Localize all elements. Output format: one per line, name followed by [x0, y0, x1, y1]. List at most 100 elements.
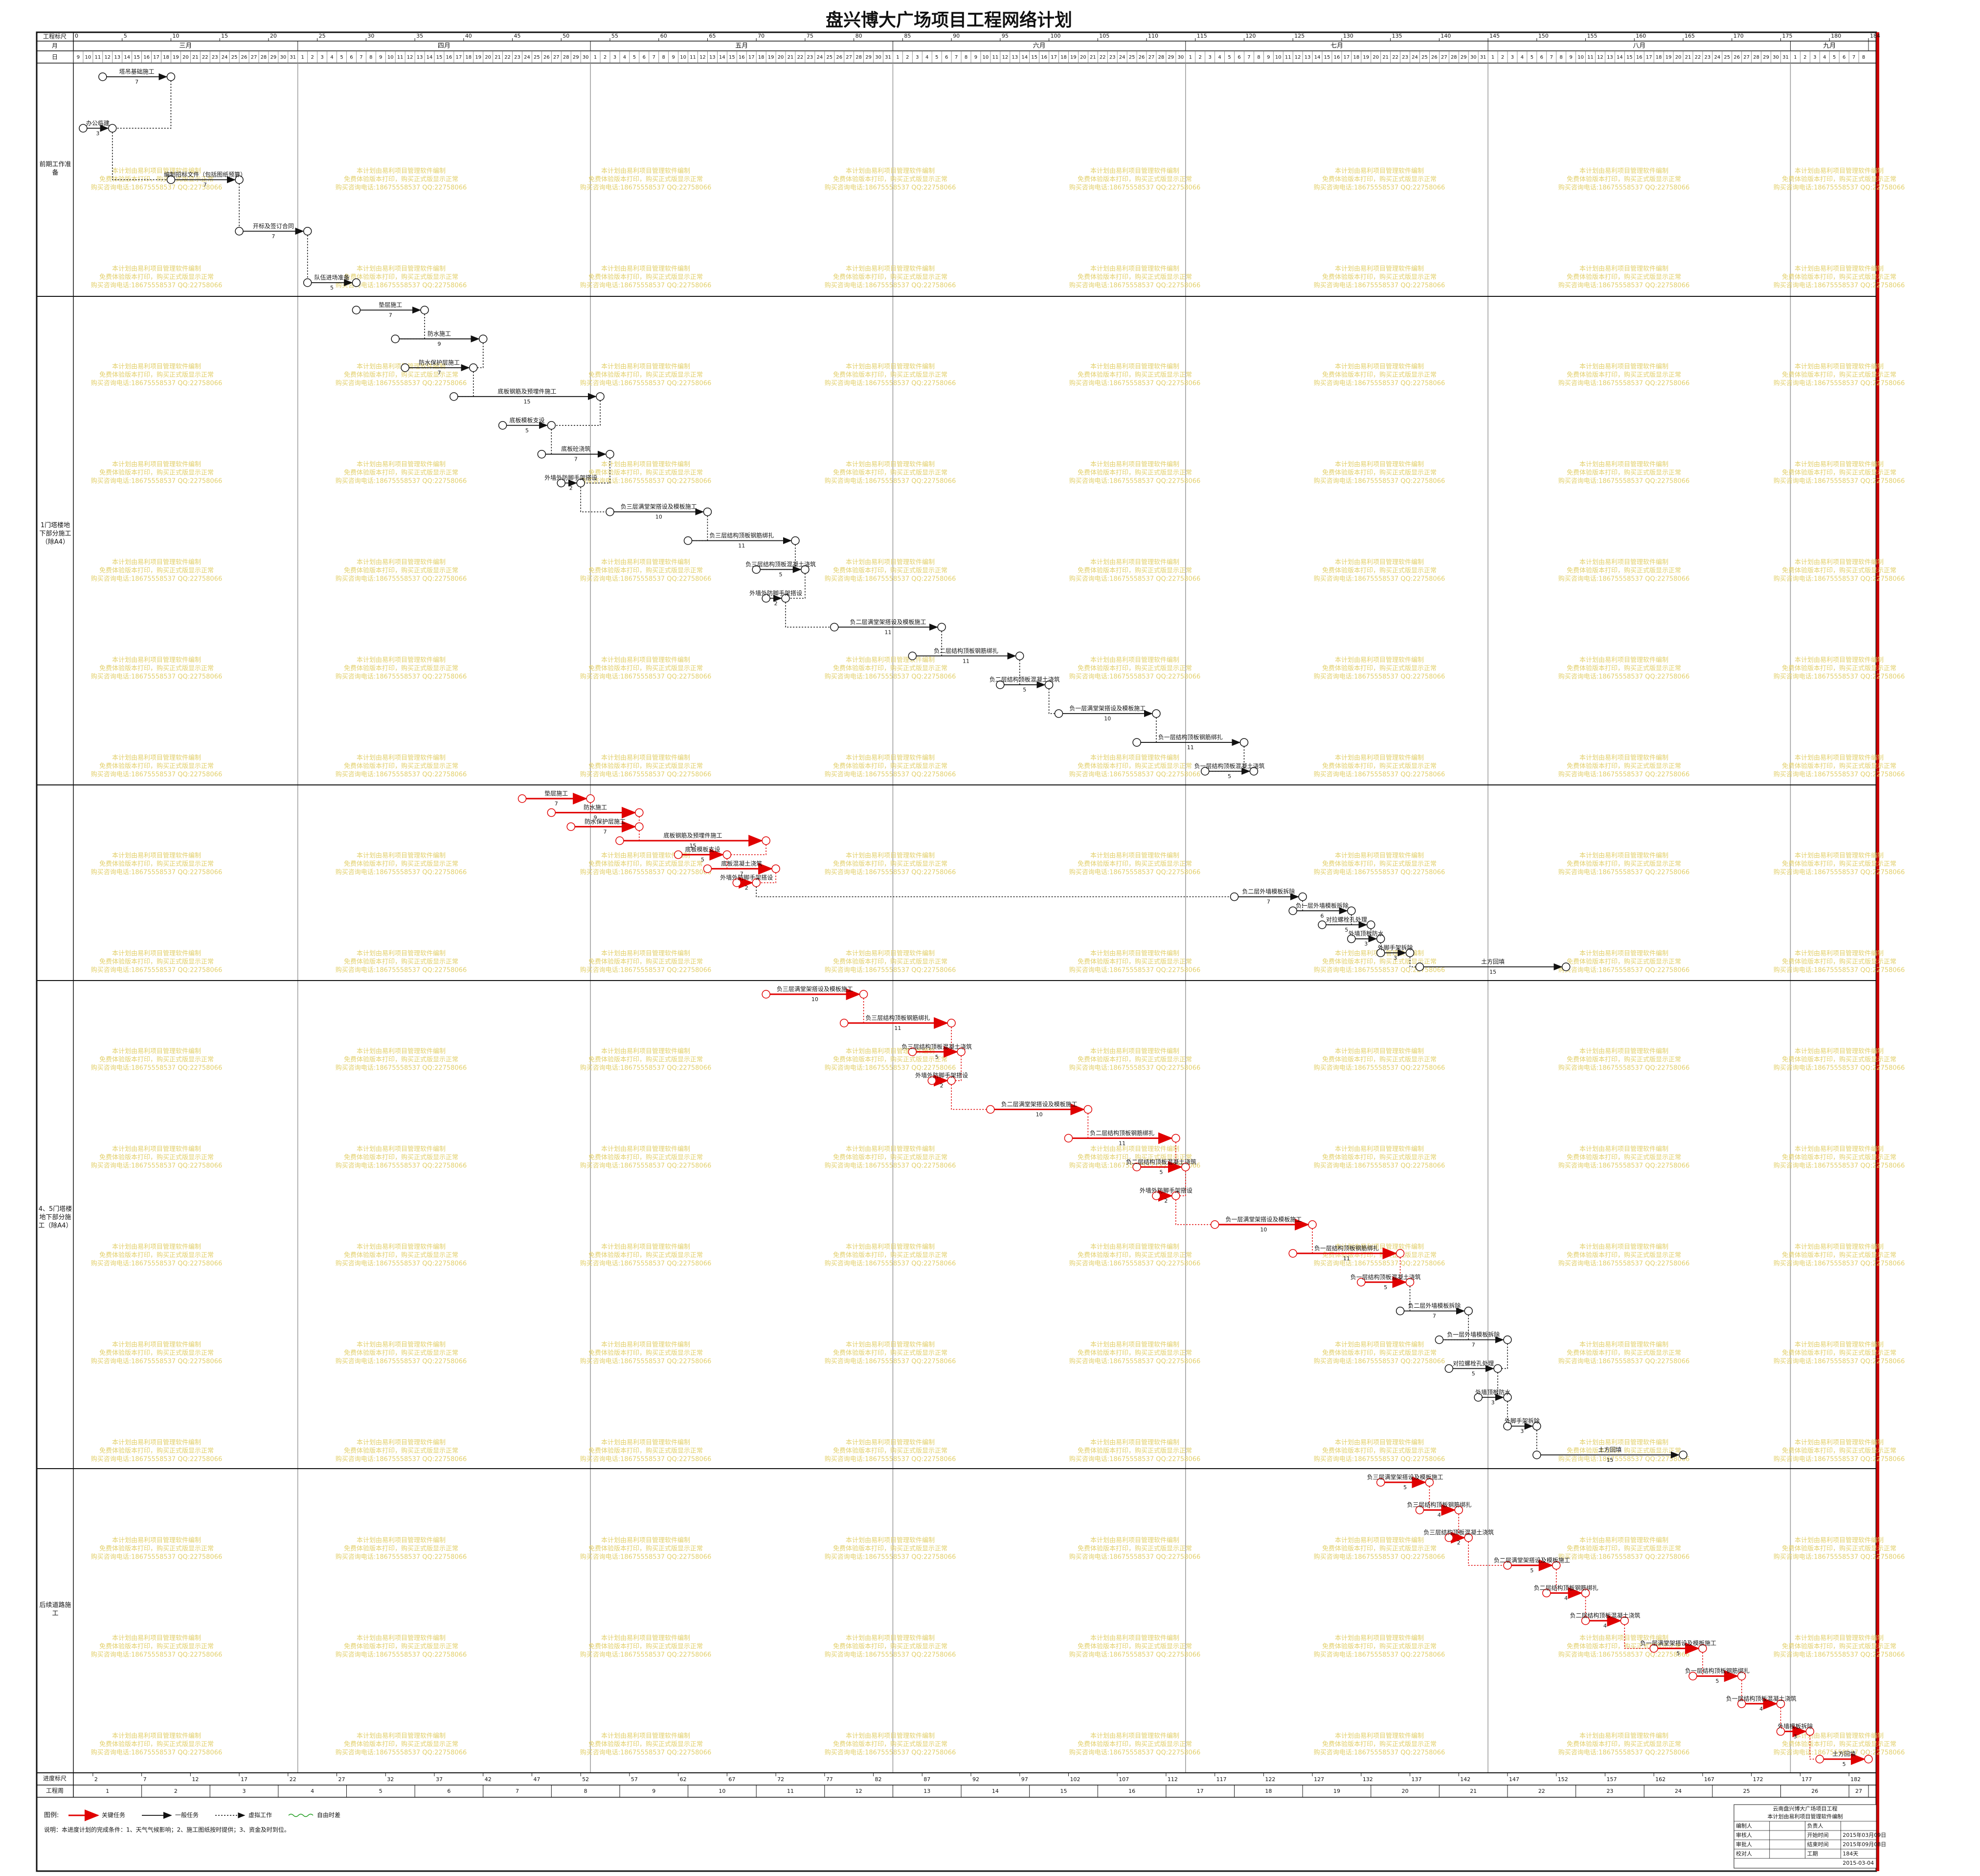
progress-tick-label: 2	[94, 1776, 98, 1783]
ruler-tick-label: 60	[660, 33, 667, 39]
event-node	[1581, 1616, 1590, 1625]
task-name: 土方回填	[1832, 1750, 1856, 1758]
task-duration: 7	[1472, 1342, 1475, 1348]
task-name: 对拉螺栓孔处理	[1326, 916, 1367, 923]
week-label: 2	[174, 1788, 178, 1794]
day-label: 1	[1491, 55, 1494, 60]
task-duration: 5	[935, 1054, 939, 1060]
watermark: 购买咨询电话:18675558537 QQ:22758066	[1069, 184, 1201, 192]
week-label: 23	[1606, 1788, 1613, 1794]
watermark: 购买咨询电话:18675558537 QQ:22758066	[1774, 282, 1905, 290]
day-label: 17	[1344, 55, 1350, 60]
watermark: 免费体验版本打印，购买正式版显示正常	[99, 273, 214, 281]
task-duration: 7	[389, 312, 392, 318]
watermark: 本计划由易利项目管理软件编制	[1090, 657, 1179, 664]
watermark: 免费体验版本打印，购买正式版显示正常	[833, 958, 947, 966]
watermark: 购买咨询电话:18675558537 QQ:22758066	[825, 1651, 956, 1659]
task-duration: 11	[1187, 744, 1194, 751]
task-name: 外墙外防脚手架搭设	[915, 1072, 968, 1079]
task-name: 负一层结构顶板钢筋绑扎	[1685, 1667, 1750, 1675]
watermark: 本计划由易利项目管理软件编制	[112, 1146, 201, 1153]
day-label: 31	[290, 55, 296, 60]
ruler-tick-label: 145	[1489, 33, 1500, 39]
watermark: 本计划由易利项目管理软件编制	[1090, 755, 1179, 762]
watermark: 免费体验版本打印，购买正式版显示正常	[833, 1154, 947, 1161]
task-name: 负二层满堂架搭设及模板施工	[1001, 1101, 1078, 1108]
event-node	[1210, 1220, 1219, 1229]
day-label: 20	[1372, 55, 1379, 60]
watermark: 购买咨询电话:18675558537 QQ:22758066	[580, 966, 712, 974]
day-label: 9	[672, 55, 675, 60]
task-name: 负二层满堂架搭设及模板施工	[850, 619, 926, 625]
day-label: 30	[1470, 55, 1477, 60]
watermark: 免费体验版本打印，购买正式版显示正常	[99, 860, 214, 868]
watermark: 本计划由易利项目管理软件编制	[1579, 559, 1668, 566]
event-node	[352, 306, 361, 314]
watermark: 免费体验版本打印，购买正式版显示正常	[1782, 567, 1896, 575]
watermark: 免费体验版本打印，购买正式版显示正常	[833, 1447, 947, 1455]
watermark: 免费体验版本打印，购买正式版显示正常	[1322, 371, 1437, 379]
day-label: 5	[1228, 55, 1231, 60]
watermark: 本计划由易利项目管理软件编制	[1090, 1537, 1179, 1544]
event-node	[1395, 1249, 1405, 1258]
watermark: 本计划由易利项目管理软件编制	[846, 1635, 935, 1642]
watermark: 本计划由易利项目管理软件编制	[846, 1733, 935, 1740]
watermark: 免费体验版本打印，购买正式版显示正常	[99, 1349, 214, 1357]
event-node	[762, 836, 770, 845]
watermark: 免费体验版本打印，购买正式版显示正常	[344, 176, 458, 183]
event-node	[1308, 1220, 1317, 1229]
day-label: 5	[935, 55, 938, 60]
watermark: 免费体验版本打印，购买正式版显示正常	[1078, 1154, 1192, 1161]
watermark: 本计划由易利项目管理软件编制	[1579, 1733, 1668, 1740]
watermark: 本计划由易利项目管理软件编制	[1795, 1439, 1884, 1447]
watermark: 本计划由易利项目管理软件编制	[601, 1244, 690, 1251]
watermark: 购买咨询电话:18675558537 QQ:22758066	[1314, 1162, 1445, 1170]
task-name: 防水保护层施工	[585, 818, 626, 825]
day-label: 1	[896, 55, 899, 60]
day-label: 4	[1521, 55, 1524, 60]
watermark: 免费体验版本打印，购买正式版显示正常	[1567, 762, 1681, 770]
ruler-tick-label: 95	[1002, 33, 1009, 39]
watermark: 购买咨询电话:18675558537 QQ:22758066	[91, 1064, 223, 1072]
watermark: 免费体验版本打印，购买正式版显示正常	[833, 1251, 947, 1259]
event-node	[547, 808, 556, 817]
watermark: 免费体验版本打印，购买正式版显示正常	[1078, 1349, 1192, 1357]
day-label: 17	[455, 55, 462, 60]
day-label: 24	[222, 55, 228, 60]
watermark: 免费体验版本打印，购买正式版显示正常	[588, 469, 703, 477]
lane-label-box: 4、5门塔楼地下部分施工（除A4）	[38, 1206, 72, 1229]
progress-tick-label: 12	[192, 1776, 199, 1783]
task-duration: 7	[555, 801, 558, 807]
week-label: 12	[855, 1788, 862, 1794]
task-duration: 5	[525, 427, 529, 434]
watermark: 本计划由易利项目管理软件编制	[357, 559, 446, 566]
day-label: 15	[436, 55, 443, 60]
task-name: 负二层结构顶板混凝土浇筑	[990, 676, 1060, 683]
watermark: 本计划由易利项目管理软件编制	[846, 1146, 935, 1153]
ruler-tick-label: 175	[1782, 33, 1792, 39]
watermark: 购买咨询电话:18675558537 QQ:22758066	[336, 282, 467, 290]
day-label: 20	[1080, 55, 1086, 60]
event-node	[1015, 651, 1024, 660]
watermark: 本计划由易利项目管理软件编制	[1579, 363, 1668, 371]
event-node	[1347, 934, 1356, 943]
watermark: 购买咨询电话:18675558537 QQ:22758066	[336, 380, 467, 387]
task-name: 负一层外墙模板拆除	[1447, 1331, 1500, 1338]
watermark: 购买咨询电话:18675558537 QQ:22758066	[91, 575, 223, 583]
task-duration: 5	[1023, 687, 1026, 693]
day-label: 22	[1100, 55, 1106, 60]
watermark: 本计划由易利项目管理软件编制	[1090, 1048, 1179, 1055]
task-name: 底板砼浇筑	[561, 445, 590, 452]
watermark: 购买咨询电话:18675558537 QQ:22758066	[336, 477, 467, 485]
watermark: 购买咨询电话:18675558537 QQ:22758066	[336, 1064, 467, 1072]
watermark: 免费体验版本打印，购买正式版显示正常	[833, 1545, 947, 1553]
task-name: 负三层满堂架搭设及模板施工	[1367, 1474, 1443, 1481]
watermark: 购买咨询电话:18675558537 QQ:22758066	[1774, 1162, 1905, 1170]
watermark: 免费体验版本打印，购买正式版显示正常	[833, 762, 947, 770]
day-label: 23	[1402, 55, 1408, 60]
watermark: 免费体验版本打印，购买正式版显示正常	[1322, 1154, 1437, 1161]
day-label: 8	[965, 55, 968, 60]
event-node	[1561, 962, 1571, 971]
progress-tick-label: 157	[1606, 1776, 1617, 1783]
watermark: 购买咨询电话:18675558537 QQ:22758066	[825, 966, 956, 974]
